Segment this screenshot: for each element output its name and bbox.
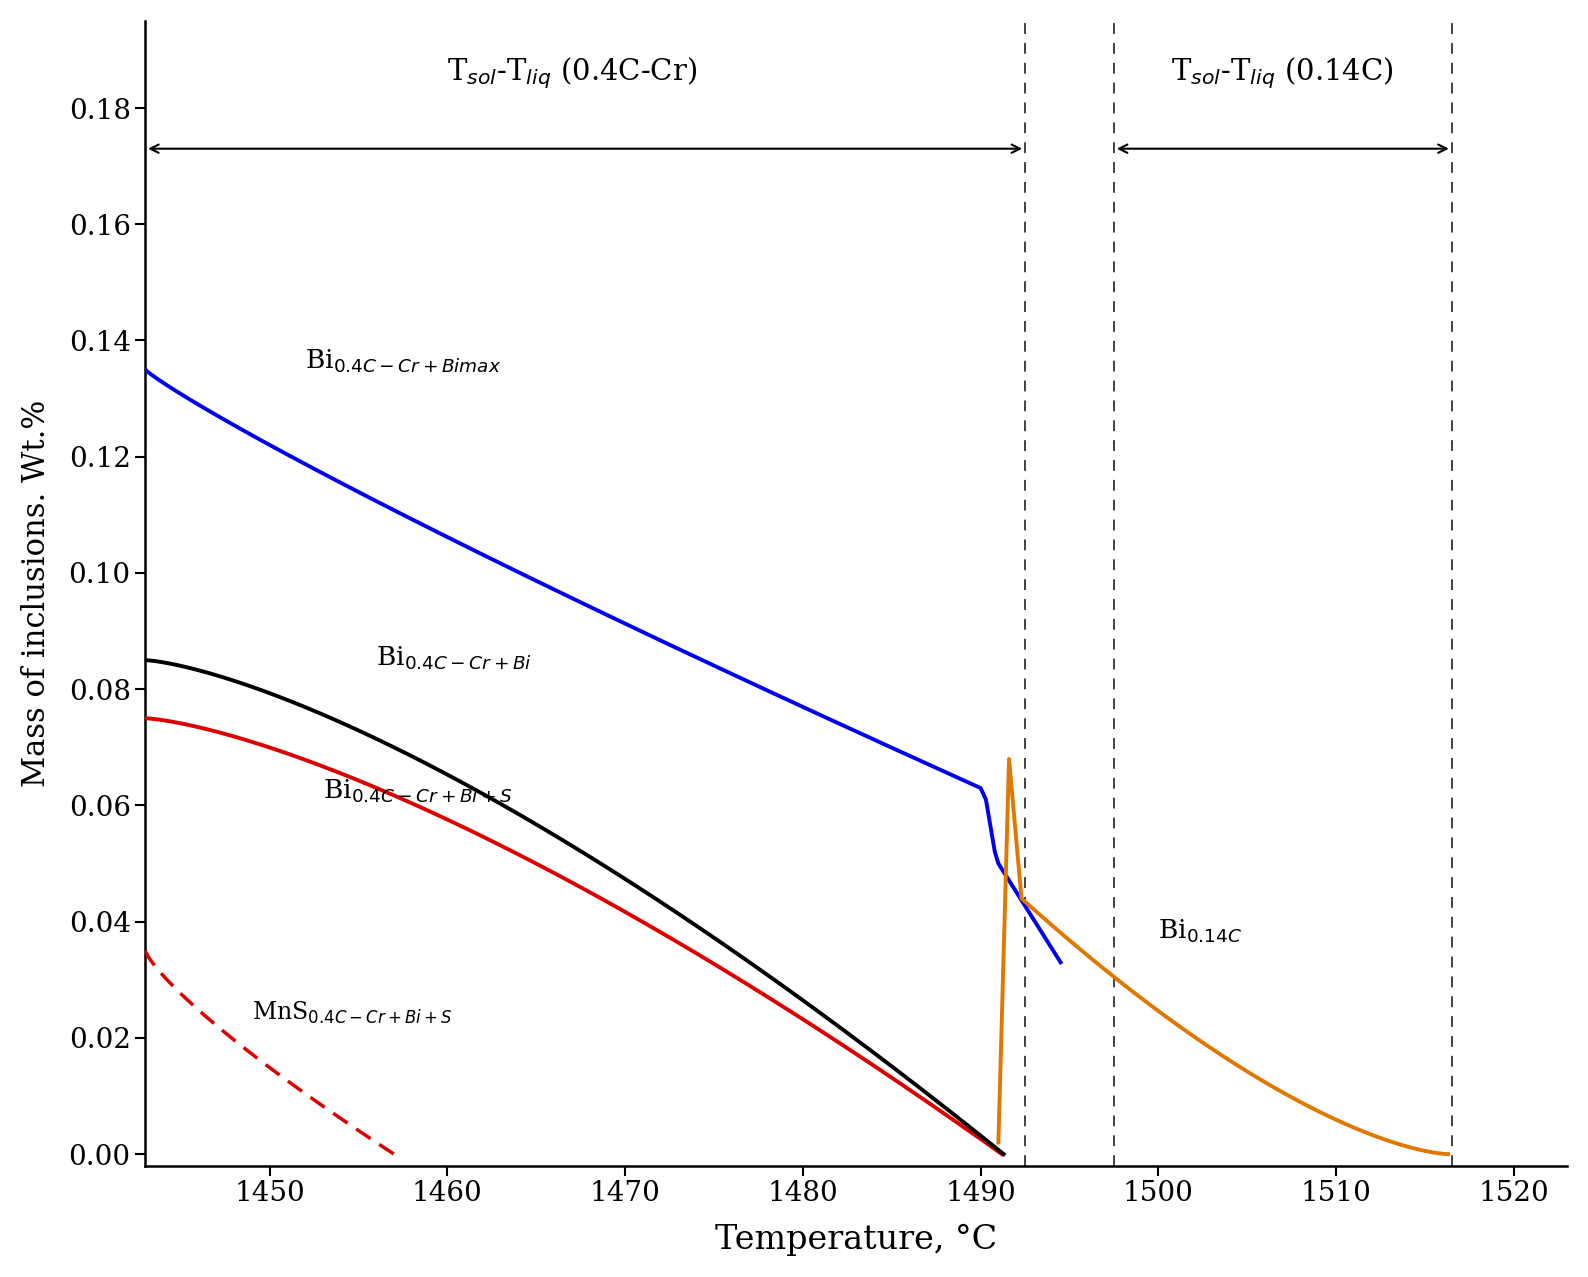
X-axis label: Temperature, °C: Temperature, °C: [715, 1225, 997, 1257]
Text: MnS$_{0.4C-Cr+Bi+S}$: MnS$_{0.4C-Cr+Bi+S}$: [252, 1000, 453, 1027]
Y-axis label: Mass of inclusions. Wt.%: Mass of inclusions. Wt.%: [21, 400, 52, 787]
Text: Bi$_{0.4C-Cr+Bi+S}$: Bi$_{0.4C-Cr+Bi+S}$: [322, 778, 513, 806]
Text: T$_{sol}$-T$_{liq}$ (0.4C-Cr): T$_{sol}$-T$_{liq}$ (0.4C-Cr): [446, 55, 697, 91]
Text: T$_{sol}$-T$_{liq}$ (0.14C): T$_{sol}$-T$_{liq}$ (0.14C): [1172, 55, 1394, 91]
Text: Bi$_{0.4C-Cr+Bimax}$: Bi$_{0.4C-Cr+Bimax}$: [305, 347, 502, 375]
Text: Bi$_{0.14C}$: Bi$_{0.14C}$: [1158, 917, 1242, 945]
Text: Bi$_{0.4C-Cr+Bi}$: Bi$_{0.4C-Cr+Bi}$: [376, 645, 532, 672]
